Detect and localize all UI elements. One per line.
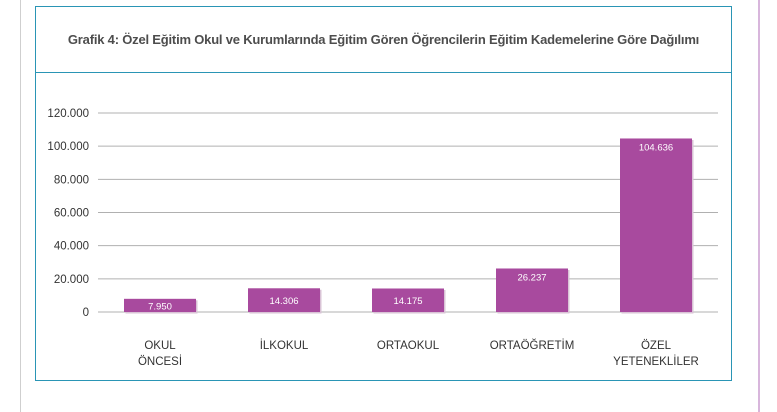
bar: [496, 268, 568, 312]
data-label: 26.237: [517, 272, 546, 283]
bar: [248, 288, 320, 312]
data-label: 7.950: [148, 301, 172, 312]
bar: [372, 288, 444, 312]
page-margin-rule: [20, 0, 21, 412]
page-side-rule: [758, 0, 760, 412]
y-tick-label: 100.000: [47, 141, 89, 153]
x-category-label: ORTAÖĞRETİM: [490, 339, 575, 352]
chart-title-area: Grafik 4: Özel Eğitim Okul ve Kurumların…: [36, 7, 731, 73]
x-category-label: ÖNCESİ: [138, 355, 182, 368]
x-category-label: ORTAOKUL: [377, 340, 440, 352]
data-label: 104.636: [639, 142, 673, 153]
bar: [620, 138, 692, 312]
y-tick-label: 80.000: [54, 174, 89, 186]
y-tick-label: 60.000: [54, 208, 89, 220]
x-category-label: OKUL: [144, 340, 176, 352]
y-tick-label: 40.000: [54, 241, 89, 253]
data-label: 14.175: [393, 296, 422, 307]
x-category-label: İLKOKUL: [260, 339, 309, 352]
data-label: 14.306: [269, 296, 298, 307]
x-category-label: ÖZEL: [641, 340, 672, 352]
y-tick-label: 120.000: [47, 108, 89, 120]
bar: [124, 298, 196, 312]
x-category-label: YETENEKLİLER: [613, 355, 699, 368]
y-tick-label: 20.000: [54, 274, 89, 286]
chart-title: Grafik 4: Özel Eğitim Okul ve Kurumların…: [67, 32, 700, 47]
y-tick-label: 0: [83, 307, 89, 319]
chart-frame: Grafik 4: Özel Eğitim Okul ve Kurumların…: [35, 6, 732, 381]
